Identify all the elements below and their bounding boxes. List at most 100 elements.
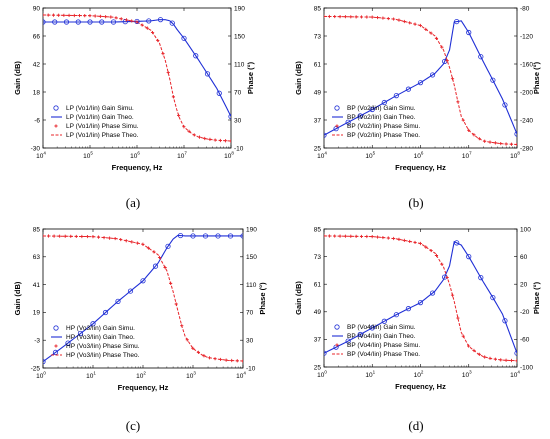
gain-sim-point xyxy=(202,233,209,239)
y-axis-label: Gain (dB) xyxy=(13,281,22,315)
phase-sim-point xyxy=(499,141,503,146)
phase-sim-point xyxy=(354,15,358,19)
phase-sim-point xyxy=(46,234,51,238)
phase-sim-point xyxy=(349,234,353,238)
phase-sim-point xyxy=(477,352,481,356)
phase-sim-point xyxy=(113,236,117,241)
legend-entry: BP (Vo2/Iin) Gain Simu. xyxy=(347,105,416,112)
phase-sim-point xyxy=(440,262,444,266)
phase-sim-point xyxy=(169,281,173,285)
gain-sim-point xyxy=(345,338,351,344)
legend-marker xyxy=(335,124,339,128)
phase-sim-point xyxy=(62,13,66,17)
y2-tick-label: 70 xyxy=(246,310,254,317)
y2-tick-label: 60 xyxy=(520,254,528,261)
phase-sim-point xyxy=(392,236,396,241)
y-tick-label: 19 xyxy=(33,310,41,317)
phase-sim-point xyxy=(174,302,178,306)
phase-sim-point xyxy=(424,245,428,249)
gain-sim-point xyxy=(514,131,517,137)
gain-sim-point xyxy=(87,19,93,25)
phase-sim-point xyxy=(509,142,514,146)
x-tick-label: 104 xyxy=(317,151,327,161)
phase-sim-point xyxy=(104,15,108,19)
phase-sim-point xyxy=(203,136,207,141)
y2-axis-label: Phase (°) xyxy=(258,282,267,315)
y-tick-label: 18 xyxy=(33,89,41,96)
legend-entry: BP (Vo2/Iin) Gain Theo. xyxy=(347,114,416,121)
phase-sim-point xyxy=(456,100,460,104)
phase-theory-line xyxy=(324,15,517,145)
gain-sim-point xyxy=(193,53,199,59)
gain-sim-point xyxy=(369,325,375,331)
phase-sim-point xyxy=(359,234,364,239)
phase-sim-point xyxy=(83,14,87,18)
phase-sim-point xyxy=(69,234,73,238)
phase-sim-point xyxy=(124,18,129,22)
phase-sim-point xyxy=(488,140,492,144)
y-tick-label: -30 xyxy=(31,145,41,152)
gain-sim-point xyxy=(152,263,159,269)
y2-tick-label: 110 xyxy=(246,282,257,289)
legend-marker xyxy=(335,343,339,347)
phase-sim-point xyxy=(397,18,401,22)
phase-sim-point xyxy=(333,234,337,238)
y2-tick-label: -160 xyxy=(520,61,533,68)
gain-sim-point xyxy=(228,113,231,120)
y-tick-label: 73 xyxy=(314,33,322,40)
legend-marker xyxy=(53,325,59,331)
plot-area xyxy=(43,232,243,365)
gain-sim-point xyxy=(90,321,96,327)
gain-sim-point xyxy=(110,19,117,25)
phase-sim-point xyxy=(235,359,239,363)
phase-sim-point xyxy=(434,36,439,40)
phase-sim-point xyxy=(338,15,342,19)
phase-sim-point xyxy=(223,139,228,143)
y-tick-label: 85 xyxy=(314,226,322,233)
phase-sim-point xyxy=(370,234,374,239)
phase-sim-point xyxy=(488,356,492,360)
y-tick-label: 42 xyxy=(33,61,41,68)
panel-caption: (b) xyxy=(408,195,423,210)
y2-tick-label: 190 xyxy=(246,226,257,233)
y2-tick-label: -60 xyxy=(520,337,530,344)
gain-sim-point xyxy=(381,318,387,324)
phase-sim-point xyxy=(74,234,78,239)
phase-sim-point xyxy=(67,13,71,17)
phase-sim-point xyxy=(57,13,61,17)
y2-tick-label: 30 xyxy=(246,338,254,345)
y-tick-label: 37 xyxy=(314,117,322,124)
y-axis-label: Gain (dB) xyxy=(294,61,303,95)
y-tick-label: 25 xyxy=(314,364,322,371)
y-tick-label: 90 xyxy=(33,5,41,12)
phase-sim-point xyxy=(375,235,380,239)
gain-sim-point xyxy=(102,309,109,316)
y2-axis-label: Phase (°) xyxy=(532,281,541,314)
phase-sim-point xyxy=(338,234,342,238)
phase-sim-point xyxy=(413,22,417,26)
phase-sim-point xyxy=(392,17,396,21)
x-tick-label: 104 xyxy=(36,151,46,161)
y-tick-label: 49 xyxy=(314,89,322,96)
y2-axis-label: Phase (°) xyxy=(246,61,255,94)
y-tick-label: 41 xyxy=(33,282,41,289)
x-tick-label: 101 xyxy=(365,370,375,380)
phase-sim-point xyxy=(166,70,170,75)
phase-sim-point xyxy=(509,358,514,363)
y2-tick-label: 110 xyxy=(234,61,245,68)
phase-sim-point xyxy=(145,26,149,30)
x-tick-label: 107 xyxy=(177,151,187,161)
gain-sim-point xyxy=(227,233,234,239)
legend: LP (Vo1/Iin) Gain Simu. LP (Vo1/Iin) Gain… xyxy=(51,105,139,139)
legend-entry: HP (Vo3/Iin) Phase Simu. xyxy=(66,343,140,350)
gain-sim-point xyxy=(454,18,460,25)
phase-sim-point xyxy=(185,338,189,342)
phase-sim-point xyxy=(152,250,156,254)
phase-sim-point xyxy=(114,16,118,20)
gain-sim-point xyxy=(466,29,472,36)
phase-sim-point xyxy=(467,128,471,132)
phase-sim-point xyxy=(493,141,497,145)
phase-sim-point xyxy=(119,17,123,21)
gain-sim-point xyxy=(52,19,58,25)
